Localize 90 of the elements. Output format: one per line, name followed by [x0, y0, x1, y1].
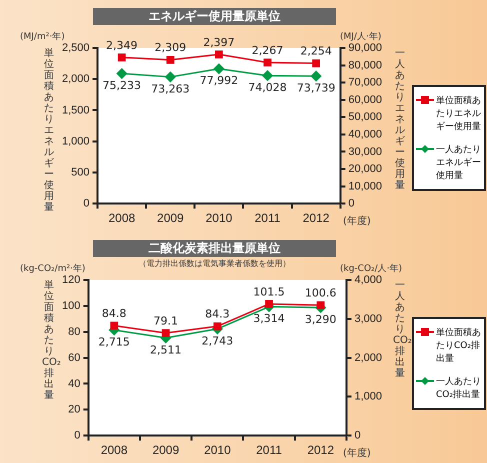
text: 一人あたりCO₂排出量 [393, 280, 412, 379]
point [316, 301, 325, 310]
data-label: 3,290 [304, 312, 336, 326]
data-label: 2,349 [106, 38, 138, 52]
point [312, 59, 320, 68]
x-tick-label: 2008 [108, 211, 136, 226]
x-tick-label: 2012 [307, 443, 334, 458]
y2-tick-label: 40,000 [348, 128, 382, 140]
x-axis-title: (年度) [343, 446, 371, 460]
y2-tick-label: 90,000 [348, 42, 382, 54]
y2-tick-label: 1,000 [354, 390, 382, 403]
data-label: 84.8 [102, 307, 126, 320]
y-tick-label: 20 [68, 404, 80, 416]
point [213, 322, 222, 330]
data-label: 2,267 [252, 44, 284, 57]
text: (kg-CO₂/人·年) [340, 262, 402, 275]
data-label: 74,028 [248, 80, 287, 94]
text: (kg-CO₂/m²·年) [20, 262, 86, 275]
point [265, 300, 273, 308]
data-label: 75,233 [102, 78, 142, 92]
text: 一人あたりエネルギー使用量 [395, 48, 405, 191]
legend-label: 一人あたりCO₂排出量 [436, 376, 482, 401]
x-tick-label: 2011 [254, 211, 281, 226]
y-tick-label: 60 [68, 352, 80, 364]
y2-tick-label: 2,000 [354, 352, 382, 364]
y2-tick-label: 4,000 [354, 274, 382, 286]
chart-title: 二酸化炭素排出量原単位 [93, 240, 336, 257]
y-tick-label: 120 [62, 274, 80, 286]
y2-tick-label: 3,000 [354, 312, 382, 325]
point [116, 68, 128, 79]
text: 単位面積あたりCO₂排出量 [42, 280, 61, 401]
data-label: 84.3 [205, 308, 230, 321]
y2-tick-label: 80,000 [348, 59, 382, 72]
y-tick-label: 0 [74, 430, 80, 442]
legend-label: 単位面積あたりCO₂排出量 [436, 326, 482, 365]
point [118, 53, 126, 62]
y-tick-label: 1,000 [62, 135, 90, 148]
data-label: 73,739 [296, 81, 336, 94]
y2-tick-label: 60,000 [348, 94, 382, 106]
y2-tick-label: 10,000 [348, 180, 382, 192]
y-tick-label: 100 [62, 300, 80, 312]
y2-tick-label: 70,000 [348, 76, 382, 89]
data-label: 101.5 [253, 285, 285, 298]
y2-tick-label: 0 [348, 198, 354, 210]
x-tick-label: 2011 [256, 443, 282, 458]
text: 単位面積あたりエネルギー使用量 [44, 48, 54, 213]
data-label: 2,309 [154, 41, 186, 54]
legend-label: 単位面積あたりエネルギー使用量 [436, 94, 482, 133]
data-label: 79.1 [154, 314, 178, 328]
chart-subtitle: （電力排出係数は電気事業者係数を使用） [138, 258, 292, 269]
y-tick-label: 40 [68, 378, 80, 390]
data-label: 100.6 [304, 286, 336, 300]
data-label: 2,715 [98, 335, 130, 348]
text: (MJ/m²·年) [20, 30, 65, 43]
data-label: 2,397 [203, 36, 235, 49]
point [215, 50, 223, 58]
legend-label: 一人あたりエネルギー使用量 [436, 144, 482, 182]
y-tick-label: 0 [83, 198, 90, 210]
y2-tick-label: 30,000 [348, 146, 382, 158]
x-axis-title: (年度) [343, 214, 371, 228]
y-tick-label: 2,500 [62, 42, 90, 54]
y2-tick-label: 20,000 [348, 163, 382, 176]
point [262, 70, 273, 81]
y-tick-label: 80 [68, 326, 80, 338]
point [264, 58, 272, 66]
x-tick-label: 2010 [206, 211, 233, 226]
x-tick-label: 2010 [204, 443, 232, 458]
y2-tick-label: 50,000 [348, 111, 382, 124]
point [110, 322, 118, 330]
y2-tick-label: 0 [354, 430, 361, 442]
x-tick-label: 2012 [302, 211, 330, 226]
y-tick-label: 500 [71, 166, 90, 179]
chart-title: エネルギー使用量原単位 [93, 8, 336, 25]
data-label: 2,254 [300, 44, 332, 58]
x-tick-label: 2008 [100, 443, 128, 458]
data-label: 3,314 [253, 312, 285, 326]
data-label: 2,743 [202, 334, 234, 348]
data-label: 2,511 [150, 343, 182, 356]
point [166, 56, 174, 64]
x-tick-label: 2009 [152, 443, 180, 458]
point [165, 72, 176, 82]
data-label: 73,263 [151, 82, 190, 96]
data-label: 77,992 [200, 74, 238, 88]
point [162, 329, 170, 337]
y-tick-label: 1,500 [62, 104, 90, 116]
point [310, 70, 322, 82]
text: (MJ/人·年) [340, 30, 382, 43]
y-tick-label: 2,000 [62, 73, 90, 86]
point [214, 64, 224, 74]
x-tick-label: 2009 [157, 211, 184, 226]
